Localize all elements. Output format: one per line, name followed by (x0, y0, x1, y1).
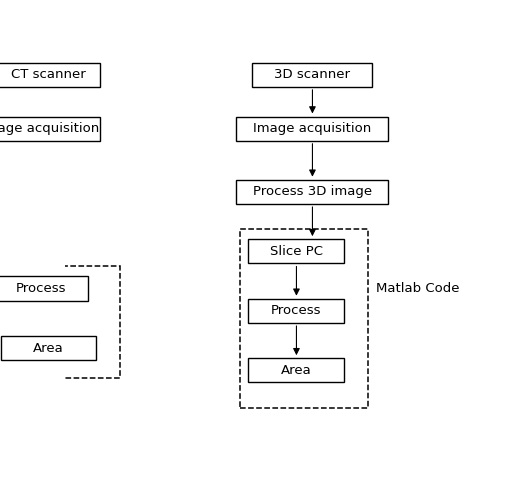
Text: Area: Area (33, 341, 64, 355)
Text: Matlab Code: Matlab Code (377, 282, 460, 295)
Bar (1, 336, 96, 360)
Bar (252, 63, 373, 87)
Bar (236, 180, 389, 204)
Text: Process 3D image: Process 3D image (253, 185, 372, 199)
Text: Image acquisition: Image acquisition (253, 122, 372, 135)
Bar (249, 358, 345, 383)
Bar (240, 229, 368, 408)
Text: Slice PC: Slice PC (270, 245, 323, 258)
Bar (0, 276, 89, 300)
Text: Image acquisition: Image acquisition (0, 122, 100, 135)
Bar (0, 116, 101, 141)
Text: Process: Process (271, 304, 321, 317)
Bar (0, 63, 101, 87)
Text: Area: Area (281, 364, 312, 377)
Bar (249, 239, 345, 263)
Text: 3D scanner: 3D scanner (275, 68, 350, 81)
Bar (249, 299, 345, 323)
Bar (236, 116, 389, 141)
Text: Process: Process (15, 282, 66, 295)
Text: CT scanner: CT scanner (11, 68, 86, 81)
Bar (24, 266, 121, 378)
